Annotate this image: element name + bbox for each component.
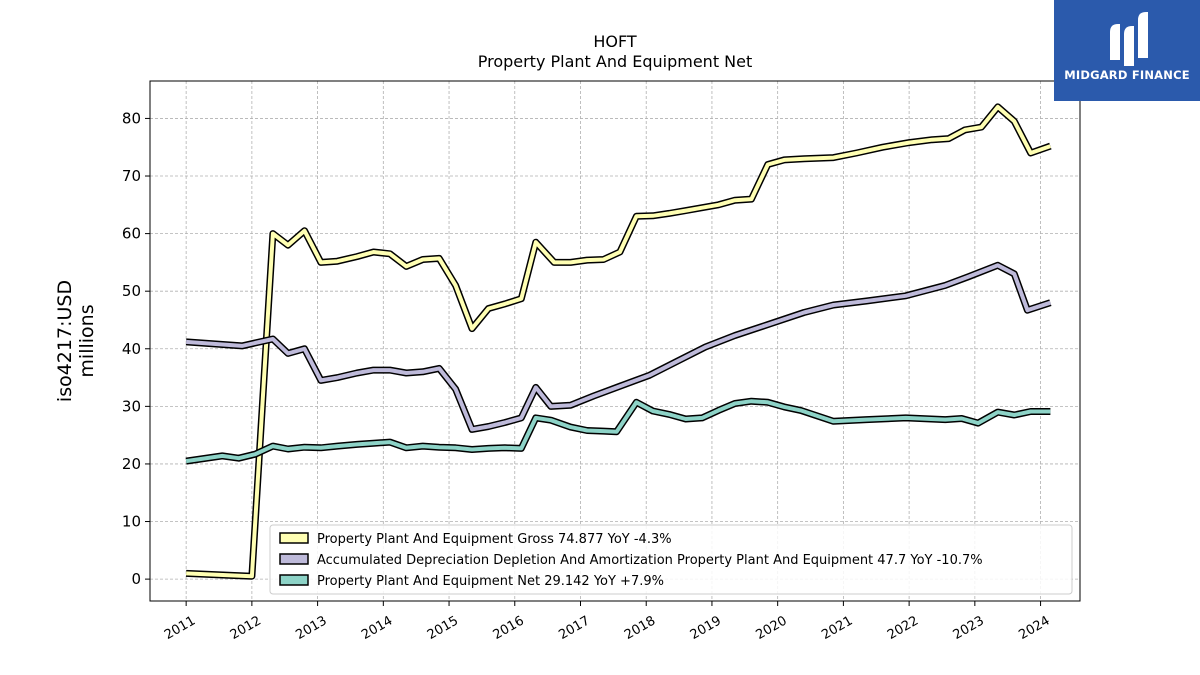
y-axis-label-line: iso4217:USD <box>54 280 76 402</box>
series-lines <box>185 103 1052 580</box>
x-tick-label: 2023 <box>951 613 987 643</box>
brand-name: MIDGARD FINANCE <box>1064 68 1190 82</box>
x-tick-label: 2019 <box>688 613 724 643</box>
y-tick-label: 40 <box>122 340 141 358</box>
legend-box <box>269 524 1073 595</box>
x-tick-label: 2012 <box>228 613 264 643</box>
y-tick-label: 10 <box>122 513 141 531</box>
legend: Property Plant And Equipment Gross 74.87… <box>269 524 1073 595</box>
y-tick-label: 30 <box>122 397 141 415</box>
series-line-1 <box>185 263 1052 432</box>
x-tick-label: 2022 <box>885 613 921 643</box>
x-tick-label: 2018 <box>622 613 658 643</box>
y-tick-label: 20 <box>122 455 141 473</box>
x-tick-label: 2020 <box>754 613 790 643</box>
y-tick-label: 60 <box>122 225 141 243</box>
x-tick-label: 2015 <box>425 613 461 643</box>
midgard-logo-icon <box>1110 12 1148 66</box>
legend-swatch <box>279 532 309 544</box>
x-tick-label: 2011 <box>162 613 198 643</box>
y-axis-ticks: 0 10 20 30 40 50 60 70 80 <box>122 109 150 588</box>
y-tick-label: 70 <box>122 167 141 185</box>
legend-entry: Accumulated Depreciation Depletion And A… <box>317 553 983 568</box>
x-tick-label: 2014 <box>359 613 395 643</box>
series-line-2 <box>185 399 1051 464</box>
grid-lines <box>150 81 1080 601</box>
series-line-0 <box>186 104 1052 579</box>
x-axis-ticks: 2011 2012 2013 2014 2015 2016 2017 2018 2019 2020… <box>162 601 1053 643</box>
x-tick-label: 2021 <box>819 613 855 643</box>
y-tick-label: 80 <box>122 109 141 127</box>
x-tick-label: 2016 <box>491 613 527 643</box>
y-axis-label-line: millions <box>76 304 98 377</box>
brand-logo: MIDGARD FINANCE <box>1054 0 1200 101</box>
legend-swatch <box>279 574 309 586</box>
y-tick-label: 0 <box>131 570 141 588</box>
y-tick-label: 50 <box>122 282 141 300</box>
series-outline-0 <box>185 103 1052 580</box>
x-tick-label: 2017 <box>556 613 592 643</box>
chart-title: HOFT <box>593 32 637 51</box>
legend-entry: Property Plant And Equipment Net 29.142 … <box>317 574 664 589</box>
legend-entry: Property Plant And Equipment Gross 74.87… <box>317 532 672 547</box>
x-tick-label: 2024 <box>1016 613 1052 643</box>
legend-swatch <box>279 553 309 565</box>
plot-area-frame <box>149 80 1081 602</box>
y-axis-label: iso4217:USDmillions <box>54 280 98 402</box>
x-tick-label: 2013 <box>293 613 329 643</box>
chart-subtitle: Property Plant And Equipment Net <box>477 52 753 71</box>
